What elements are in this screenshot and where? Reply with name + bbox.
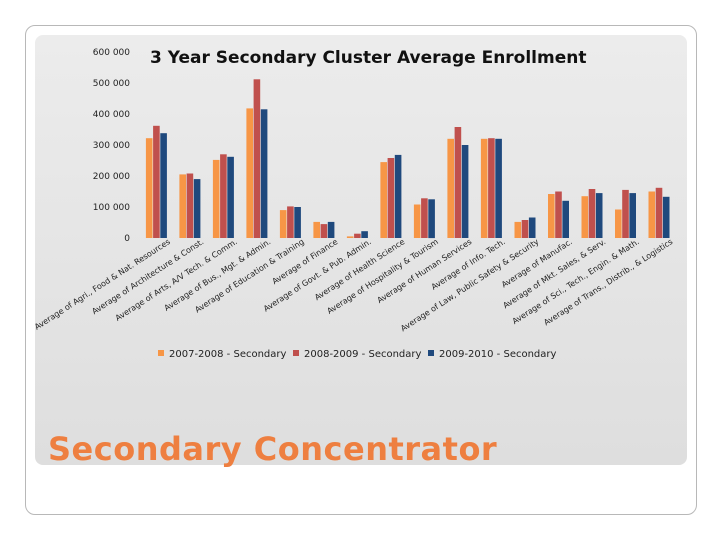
chart-legend: 2007-2008 - Secondary 2008-2009 - Seconda…: [158, 349, 638, 363]
bar-3: [361, 231, 368, 238]
legend-label: 2009-2010 - Secondary: [439, 349, 557, 360]
legend-label: 2007-2008 - Secondary: [169, 349, 287, 360]
slide-heading: Secondary Concentrator: [48, 430, 498, 468]
bar-1: [514, 221, 522, 238]
bar-3: [394, 154, 402, 238]
bar-3: [260, 109, 268, 238]
bar-2: [588, 189, 596, 238]
bar-2: [253, 79, 261, 238]
bar-2: [454, 127, 462, 238]
bar-3: [662, 196, 670, 238]
bar-2: [186, 173, 194, 238]
y-tick-label: 500 000: [93, 79, 130, 89]
x-tick-label: Average of Agri., Food & Nat. Resources: [33, 237, 172, 332]
y-tick-label: 300 000: [93, 141, 130, 151]
bar-2: [320, 224, 328, 238]
bar-1: [581, 196, 589, 238]
bar-1: [380, 162, 387, 238]
bar-3: [562, 200, 569, 238]
y-tick-label: 100 000: [93, 203, 130, 213]
bar-1: [447, 138, 454, 238]
bar-3: [160, 133, 167, 238]
bar-3: [495, 138, 502, 238]
bar-2: [521, 220, 529, 238]
bar-2: [421, 198, 428, 238]
bar-1: [346, 236, 354, 238]
bar-1: [145, 138, 153, 238]
bar-1: [548, 194, 555, 238]
y-tick-label: 400 000: [93, 110, 130, 120]
legend-swatch: [428, 350, 434, 356]
bar-2: [220, 154, 227, 238]
bar-1: [246, 108, 253, 239]
chart-title: 3 Year Secondary Cluster Average Enrollm…: [150, 48, 587, 68]
bar-2: [153, 125, 160, 238]
bar-1: [179, 174, 186, 238]
bar-3: [193, 179, 201, 238]
legend-item: 2007-2008 - Secondary: [158, 349, 286, 360]
bar-2: [287, 206, 294, 238]
bar-1: [648, 191, 656, 238]
bar-1: [279, 210, 287, 238]
y-tick-label: 0: [124, 234, 130, 244]
bar-2: [387, 158, 395, 238]
chart-panel: [35, 35, 687, 465]
legend-item: 2008-2009 - Secondary: [293, 349, 421, 360]
bar-2: [622, 189, 629, 238]
y-tick-label: 200 000: [93, 172, 130, 182]
bar-3: [629, 193, 636, 238]
bar-1: [615, 209, 622, 238]
bar-3: [428, 199, 435, 239]
bar-1: [480, 138, 488, 238]
legend-swatch: [158, 350, 164, 356]
x-tick-label: Average of Arts, A/V Tech. & Comm.: [114, 237, 239, 323]
bar-3: [227, 156, 234, 238]
bar-2: [488, 138, 495, 238]
bar-2: [655, 187, 663, 238]
bar-3: [461, 145, 469, 238]
bar-1: [313, 221, 320, 238]
y-tick-label: 600 000: [93, 48, 130, 58]
bar-1: [212, 159, 220, 238]
bar-2: [555, 191, 562, 238]
bar-3: [528, 217, 536, 238]
bar-2: [354, 233, 361, 238]
bar-3: [327, 221, 335, 238]
bar-3: [294, 207, 301, 238]
legend-label: 2008-2009 - Secondary: [304, 349, 422, 360]
legend-item: 2009-2010 - Secondary: [428, 349, 556, 360]
legend-swatch: [293, 350, 299, 356]
bar-1: [413, 204, 421, 238]
bar-3: [595, 193, 603, 238]
